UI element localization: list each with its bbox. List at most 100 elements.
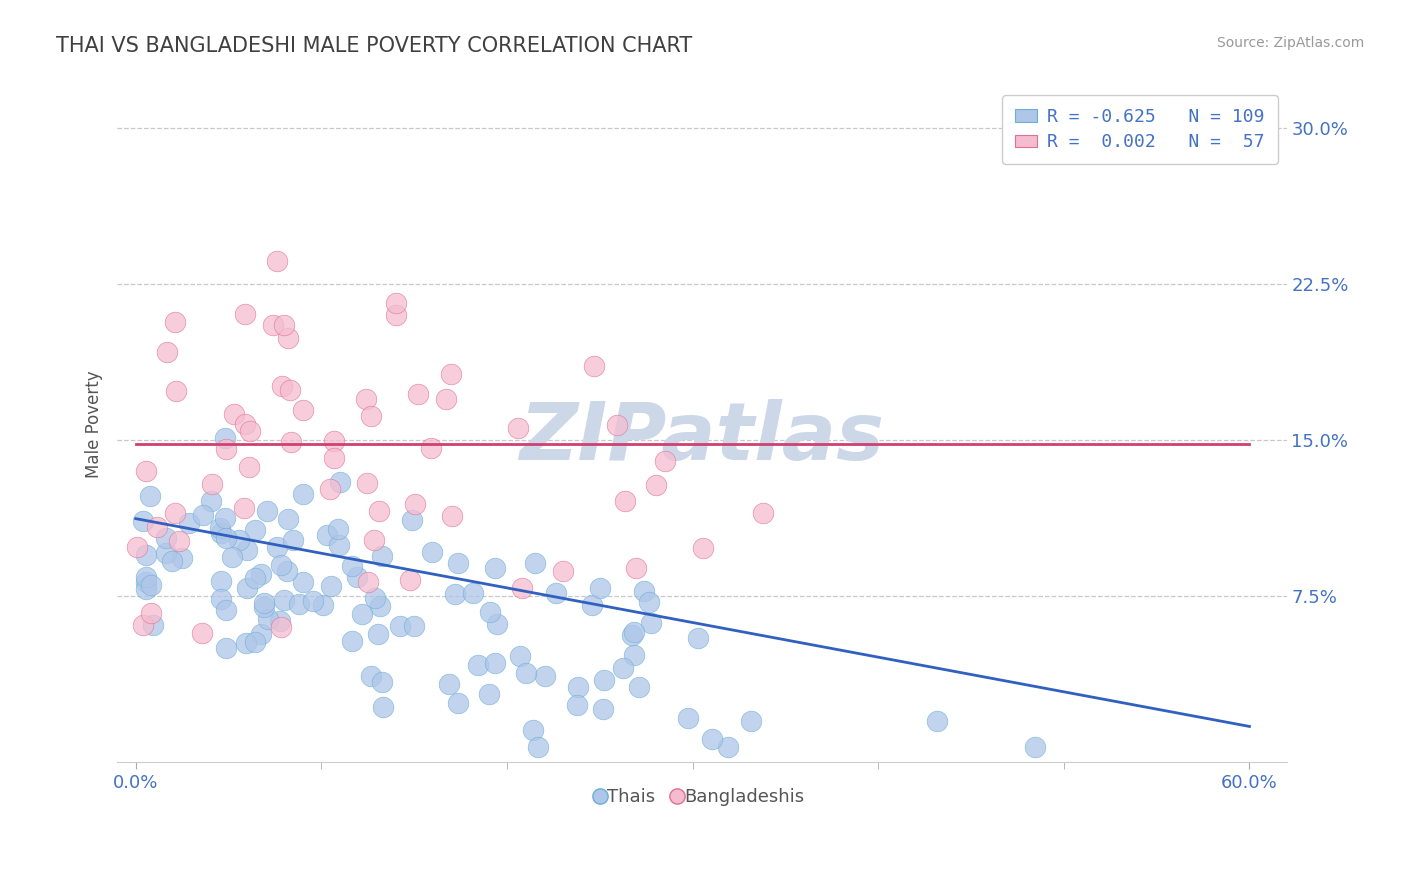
Point bbox=[357, 574, 380, 589]
Point bbox=[367, 626, 389, 640]
Point bbox=[398, 574, 420, 588]
Point bbox=[323, 450, 346, 465]
Point bbox=[191, 626, 214, 640]
Point bbox=[266, 540, 288, 554]
Point bbox=[533, 669, 555, 683]
Point bbox=[214, 431, 236, 445]
Point bbox=[613, 494, 636, 508]
Point bbox=[485, 616, 508, 631]
Point bbox=[316, 528, 339, 542]
Point bbox=[467, 658, 489, 673]
Point bbox=[925, 714, 948, 728]
Text: ZIPatlas: ZIPatlas bbox=[519, 399, 884, 476]
Point bbox=[209, 525, 232, 540]
Point bbox=[270, 620, 292, 634]
Point bbox=[440, 509, 463, 524]
Point bbox=[249, 566, 271, 581]
Point bbox=[256, 503, 278, 517]
Point bbox=[156, 344, 179, 359]
Point bbox=[434, 392, 457, 406]
Point bbox=[163, 315, 186, 329]
Point bbox=[277, 330, 299, 344]
Point bbox=[326, 521, 349, 535]
Point bbox=[243, 635, 266, 649]
Point bbox=[589, 581, 612, 595]
Point bbox=[209, 521, 232, 535]
Point bbox=[420, 545, 443, 559]
Text: Source: ZipAtlas.com: Source: ZipAtlas.com bbox=[1216, 36, 1364, 50]
Point bbox=[236, 543, 259, 558]
Point bbox=[135, 549, 157, 563]
Point bbox=[257, 612, 280, 626]
Point bbox=[1024, 740, 1046, 755]
Point bbox=[752, 506, 775, 520]
Point bbox=[278, 384, 301, 398]
Point bbox=[551, 564, 574, 578]
Point bbox=[717, 740, 740, 755]
Point bbox=[461, 586, 484, 600]
Point bbox=[624, 561, 647, 575]
Point bbox=[233, 501, 256, 516]
Point bbox=[444, 587, 467, 601]
Point bbox=[437, 677, 460, 691]
Point bbox=[214, 442, 236, 456]
Point bbox=[371, 674, 394, 689]
Point bbox=[340, 558, 363, 573]
Point bbox=[215, 531, 238, 545]
Point bbox=[404, 498, 426, 512]
Point bbox=[302, 594, 325, 608]
Point bbox=[221, 549, 243, 564]
Point bbox=[200, 494, 222, 508]
Point bbox=[368, 599, 391, 614]
Point bbox=[127, 540, 149, 554]
Point bbox=[288, 598, 311, 612]
Point bbox=[581, 598, 603, 612]
Point bbox=[280, 435, 302, 450]
Point bbox=[281, 533, 304, 547]
Point bbox=[139, 607, 162, 621]
Legend: Thais, Bangladeshis: Thais, Bangladeshis bbox=[592, 781, 811, 814]
Point bbox=[509, 649, 531, 664]
Point bbox=[654, 453, 676, 467]
Point bbox=[292, 487, 315, 501]
Point bbox=[640, 615, 662, 630]
Point bbox=[318, 482, 340, 496]
Point bbox=[363, 533, 385, 547]
Point bbox=[606, 417, 628, 432]
Point bbox=[478, 687, 501, 701]
Point bbox=[273, 593, 295, 607]
Point bbox=[321, 579, 343, 593]
Point bbox=[162, 554, 184, 568]
Point bbox=[484, 657, 506, 671]
Point bbox=[139, 489, 162, 503]
Point bbox=[419, 441, 441, 455]
Point bbox=[342, 633, 364, 648]
Point bbox=[271, 379, 294, 393]
Point bbox=[170, 551, 193, 566]
Point bbox=[191, 508, 214, 522]
Point bbox=[478, 605, 501, 619]
Point bbox=[135, 574, 157, 589]
Point bbox=[233, 308, 256, 322]
Point bbox=[209, 592, 232, 607]
Point bbox=[276, 565, 298, 579]
Point bbox=[262, 318, 284, 333]
Point bbox=[135, 464, 157, 478]
Point bbox=[371, 549, 394, 563]
Point bbox=[440, 367, 463, 381]
Point bbox=[484, 561, 506, 575]
Point bbox=[686, 631, 709, 645]
Point bbox=[235, 636, 257, 650]
Point bbox=[546, 585, 568, 599]
Point bbox=[593, 673, 616, 687]
Point bbox=[277, 512, 299, 526]
Point bbox=[135, 582, 157, 596]
Point bbox=[623, 648, 645, 663]
Point bbox=[401, 513, 423, 527]
Point bbox=[312, 599, 335, 613]
Point bbox=[214, 511, 236, 525]
Point bbox=[612, 661, 634, 675]
Point bbox=[250, 627, 273, 641]
Point bbox=[329, 475, 352, 489]
Point bbox=[238, 459, 260, 474]
